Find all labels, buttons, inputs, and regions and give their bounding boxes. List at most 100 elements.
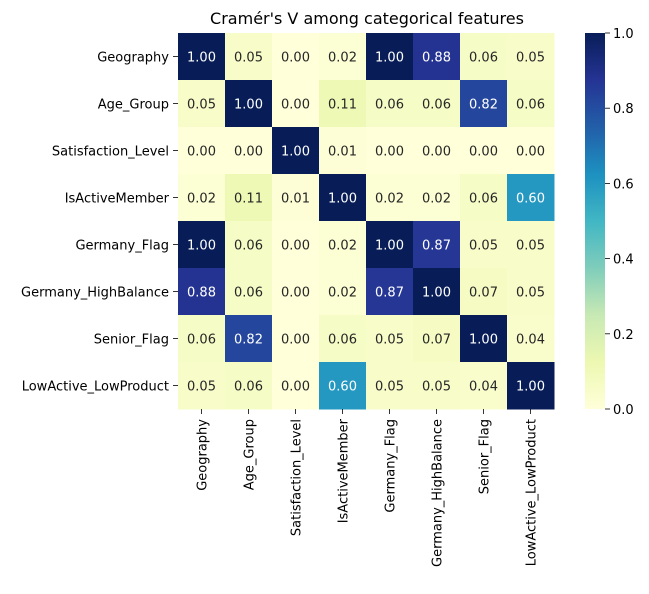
cell-value-label: 0.06 (328, 333, 357, 348)
x-tick-label: Satisfaction_Level (290, 419, 305, 536)
x-tick-label: IsActiveMember (337, 418, 352, 523)
heatmap-cell (507, 127, 555, 175)
heatmap-cell (319, 315, 367, 363)
cell-value-label: 0.06 (469, 51, 498, 66)
heatmap-cell (225, 315, 273, 363)
cell-value-label: 0.02 (422, 192, 451, 207)
cell-value-label: 0.02 (328, 286, 357, 301)
heatmap-cell (319, 221, 367, 269)
heatmap-cell (319, 127, 367, 175)
cell-value-label: 0.05 (375, 333, 404, 348)
y-tick-label: Age_Group (98, 98, 169, 113)
heatmap-cell (366, 221, 414, 269)
cell-value-label: 1.00 (234, 98, 263, 113)
x-tick-label: Age_Group (243, 419, 258, 490)
heatmap-cell (225, 33, 273, 81)
heatmap-cell (507, 362, 555, 410)
heatmap-cell (178, 80, 226, 128)
cell-value-label: 0.05 (187, 98, 216, 113)
cell-value-label: 0.06 (469, 192, 498, 207)
cell-value-label: 1.00 (516, 380, 545, 395)
heatmap-cell (319, 362, 367, 410)
cell-value-label: 0.02 (328, 51, 357, 66)
cell-annotations: 1.00 0.05 0.00 0.02 1.00 0.88 0.06 0.05 0.05 1.00… (187, 51, 545, 395)
cell-value-label: 0.00 (422, 145, 451, 160)
cell-value-label: 0.04 (469, 380, 498, 395)
heatmap-cell (225, 268, 273, 316)
heatmap-cell (460, 315, 508, 363)
cell-value-label: 0.02 (375, 192, 404, 207)
x-tick-label: Geography (196, 419, 211, 491)
heatmap-cell (272, 174, 320, 222)
heatmap-cell (366, 174, 414, 222)
cell-value-label: 0.05 (469, 239, 498, 254)
cell-value-label: 0.88 (422, 51, 451, 66)
cell-value-label: 0.82 (469, 98, 498, 113)
cell-value-label: 1.00 (375, 51, 404, 66)
heatmap-cell (460, 362, 508, 410)
heatmap-cell (366, 268, 414, 316)
heatmap-cell (178, 221, 226, 269)
heatmap-cells (178, 33, 555, 410)
cell-value-label: 0.00 (281, 380, 310, 395)
colorbar-tick-label: 0.8 (613, 102, 634, 117)
cell-value-label: 0.01 (328, 145, 357, 160)
cell-value-label: 1.00 (187, 239, 216, 254)
cell-value-label: 0.00 (281, 51, 310, 66)
x-tick-label: Senior_Flag (478, 419, 493, 494)
heatmap-cell (460, 174, 508, 222)
heatmap-cell (272, 221, 320, 269)
heatmap-cell (460, 127, 508, 175)
heatmap-cell (225, 174, 273, 222)
cell-value-label: 0.07 (469, 286, 498, 301)
cell-value-label: 0.00 (469, 145, 498, 160)
heatmap-cell (178, 315, 226, 363)
heatmap-cell (319, 80, 367, 128)
heatmap-cell (366, 80, 414, 128)
cell-value-label: 0.07 (422, 333, 451, 348)
cell-value-label: 0.00 (375, 145, 404, 160)
heatmap-cell (413, 174, 461, 222)
heatmap-cell (225, 221, 273, 269)
heatmap-cell (178, 127, 226, 175)
heatmap-cell (507, 33, 555, 81)
cell-value-label: 0.06 (516, 98, 545, 113)
heatmap-cell (413, 80, 461, 128)
cell-value-label: 0.02 (187, 192, 216, 207)
cell-value-label: 0.87 (375, 286, 404, 301)
cell-value-label: 0.06 (422, 98, 451, 113)
heatmap-cell (319, 174, 367, 222)
cell-value-label: 0.05 (422, 380, 451, 395)
cell-value-label: 0.00 (281, 239, 310, 254)
heatmap-cell (413, 33, 461, 81)
colorbar-tick-label: 0.2 (613, 328, 634, 343)
cell-value-label: 0.05 (516, 51, 545, 66)
heatmap-cell (366, 33, 414, 81)
heatmap-cell (272, 33, 320, 81)
cell-value-label: 0.05 (516, 286, 545, 301)
cell-value-label: 0.05 (375, 380, 404, 395)
heatmap-cell (272, 315, 320, 363)
y-tick-label: Geography (97, 51, 169, 66)
heatmap-cell (413, 315, 461, 363)
cell-value-label: 0.11 (234, 192, 263, 207)
cell-value-label: 0.05 (234, 51, 263, 66)
heatmap-cell (507, 221, 555, 269)
heatmap-cell (413, 127, 461, 175)
heatmap-cell (366, 315, 414, 363)
y-tick-label: Satisfaction_Level (52, 145, 169, 160)
cell-value-label: 0.87 (422, 239, 451, 254)
heatmap-cell (178, 362, 226, 410)
heatmap-cell (225, 80, 273, 128)
heatmap-cell (225, 362, 273, 410)
cell-value-label: 0.06 (234, 380, 263, 395)
heatmap-cell (272, 80, 320, 128)
cell-value-label: 0.00 (281, 333, 310, 348)
cell-value-label: 0.88 (187, 286, 216, 301)
cell-value-label: 0.00 (281, 286, 310, 301)
heatmap-cell (507, 174, 555, 222)
x-tick-label: LowActive_LowProduct (525, 419, 540, 566)
cell-value-label: 0.00 (516, 145, 545, 160)
